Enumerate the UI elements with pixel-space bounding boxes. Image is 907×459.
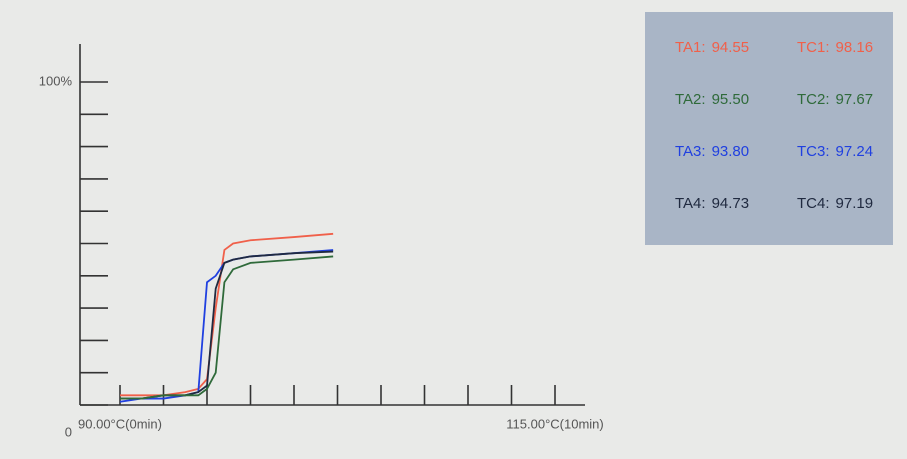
readout: TC3: 97.24: [797, 143, 873, 160]
readout-label: TA1:: [675, 39, 706, 56]
readout-value: 93.80: [712, 143, 750, 160]
x-tick-label: 90.00°C(0min): [78, 416, 162, 431]
readout-value: 94.73: [712, 195, 750, 212]
readout: TA3: 93.80: [675, 143, 749, 160]
readout-label: TC1:: [797, 39, 830, 56]
readout: TA4: 94.73: [675, 195, 749, 212]
readout-value: 95.50: [712, 91, 750, 108]
readout-label: TC3:: [797, 143, 830, 160]
readout: TC1: 98.16: [797, 39, 873, 56]
readout-label: TA4:: [675, 195, 706, 212]
readout-label: TC4:: [797, 195, 830, 212]
readout-value: 97.24: [836, 143, 874, 160]
readout-label: TA3:: [675, 143, 706, 160]
readout-value: 94.55: [712, 39, 750, 56]
readout-value: 98.16: [836, 39, 874, 56]
readout-label: TC2:: [797, 91, 830, 108]
y-tick-label: 100%: [39, 73, 73, 88]
readout-label: TA2:: [675, 91, 706, 108]
y-tick-label: 0: [65, 424, 72, 439]
readout: TC4: 97.19: [797, 195, 873, 212]
readout: TA1: 94.55: [675, 39, 749, 56]
x-tick-label: 115.00°C(10min): [506, 416, 603, 431]
readout-value: 97.19: [836, 195, 874, 212]
readout-value: 97.67: [836, 91, 874, 108]
readout: TC2: 97.67: [797, 91, 873, 108]
readout: TA2: 95.50: [675, 91, 749, 108]
screen: 0 100% 90.00°C(0min) 115.00°C(10min) TA1: 94.…: [0, 0, 907, 459]
